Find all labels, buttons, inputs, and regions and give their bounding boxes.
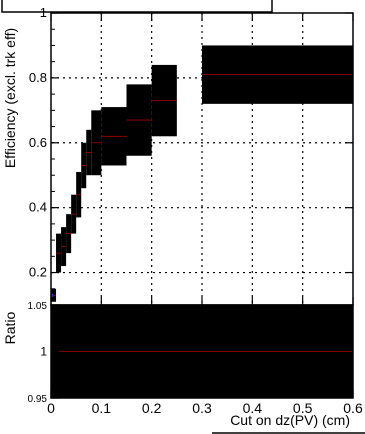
main-ytick-label: 1 [40,5,47,20]
xtick-label: 0.6 [343,400,363,416]
ratio-y-ticks: 0.95 1 1.05 [28,301,59,405]
main-ytick-label: 0.8 [29,70,47,85]
xtick-label: 0.4 [243,400,263,416]
xtick-label: 0.3 [192,400,212,416]
ratio-y-axis-label: Ratio [2,311,18,344]
ratio-ytick-label: 1 [40,345,47,359]
ratio-ytick-label: 1.05 [28,301,48,312]
main-ytick-label: 0.6 [29,135,47,150]
main-error-boxes [51,45,353,302]
main-y-axis-label: Efficiency (excl. trk eff) [2,28,18,168]
x-ticks: 0 0.1 0.2 0.3 0.4 0.5 0.6 [47,13,363,416]
xtick-label: 0.2 [142,400,162,416]
main-ytick-label: 0.2 [29,265,47,280]
main-central-values [50,74,353,297]
title-box [1,0,273,13]
ratio-ytick-label: 0.95 [28,394,48,405]
main-ytick-label: 0.4 [29,200,47,215]
xtick-label: 0.5 [293,400,313,416]
main-panel: 0.2 0.4 0.6 0.8 1 Efficiency (excl. trk eff) [2,5,354,306]
ratio-panel: 0.95 1 1.05 Ratio 0 0.1 0.2 0.3 0.4 0.5 0.6 Cut … [2,13,363,428]
x-axis-label: Cut on dz(PV) (cm) [230,412,350,428]
xtick-label: 0.1 [92,400,112,416]
main-y-ticks: 0.2 0.4 0.6 0.8 1 [29,5,353,290]
xtick-label: 0 [47,400,55,416]
